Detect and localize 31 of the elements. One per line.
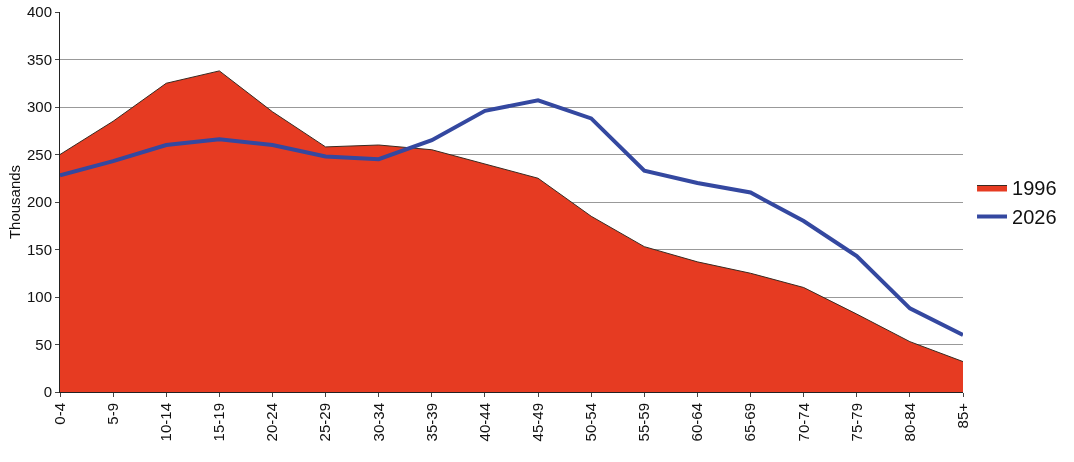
x-tick-label: 75-79 — [847, 403, 865, 442]
y-tick-label: 0 — [43, 383, 52, 401]
y-tick-label: 150 — [26, 240, 52, 258]
line-series — [60, 98, 963, 337]
x-tick-label: 35-39 — [422, 403, 440, 442]
x-tick-label: 0-4 — [50, 403, 68, 425]
x-tick-label: 20-24 — [263, 403, 281, 442]
y-tick-label: 300 — [26, 98, 52, 116]
y-tick-label: 100 — [26, 288, 52, 306]
x-tick-label: 30-34 — [369, 403, 387, 442]
x-tick-label: 25-29 — [316, 403, 334, 442]
x-tick-label: 5-9 — [104, 403, 121, 425]
y-tick-label: 200 — [26, 193, 52, 211]
x-tick-label: 80-84 — [900, 403, 918, 442]
x-tick-label: 85+ — [953, 402, 971, 429]
legend-label: 1996 — [1012, 177, 1057, 200]
x-tick-label: 40-44 — [475, 403, 493, 442]
y-tick-label: 50 — [35, 335, 52, 353]
x-tick-label: 10-14 — [157, 403, 175, 442]
x-tick-label: 45-49 — [528, 403, 546, 442]
x-tick-label: 55-59 — [635, 403, 653, 442]
x-tick-label: 15-19 — [210, 403, 228, 442]
y-tick-label: 400 — [26, 3, 52, 21]
y-tick-label: 250 — [26, 145, 52, 163]
x-tick-label: 65-69 — [741, 403, 759, 442]
legend-label: 2026 — [1012, 206, 1057, 229]
y-tick-label: 350 — [26, 50, 52, 68]
y-axis-title: Thousands — [6, 164, 23, 240]
x-tick-label: 70-74 — [794, 403, 812, 442]
x-tick-label: 60-64 — [688, 403, 706, 442]
x-tick-label: 50-54 — [582, 403, 600, 442]
